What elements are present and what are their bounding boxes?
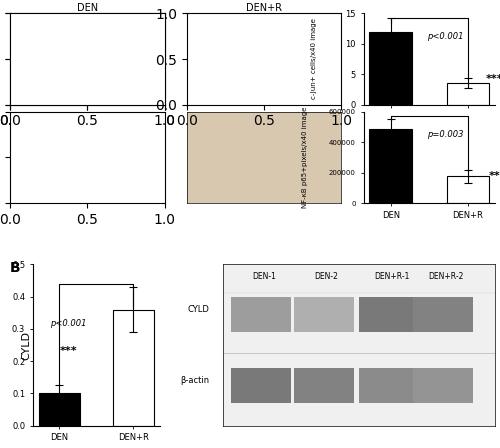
Text: CYLD: CYLD: [188, 305, 210, 314]
Text: CYLD: CYLD: [21, 331, 31, 359]
Text: **: **: [489, 171, 500, 181]
Text: p=0.003: p=0.003: [427, 130, 464, 139]
Bar: [446, 177, 489, 203]
Text: ***: ***: [60, 346, 77, 357]
Bar: [113, 310, 154, 426]
Text: β-actin: β-actin: [180, 376, 210, 385]
Text: DEN-1: DEN-1: [252, 272, 276, 281]
Text: ***: ***: [486, 74, 500, 84]
Bar: [370, 32, 412, 104]
Text: A: A: [10, 13, 21, 27]
Bar: [231, 367, 291, 403]
Bar: [359, 297, 419, 332]
Title: DEN+R: DEN+R: [246, 3, 282, 13]
Bar: [231, 297, 291, 332]
Bar: [294, 297, 354, 332]
Bar: [294, 367, 354, 403]
Text: DEN+R-1: DEN+R-1: [374, 272, 410, 281]
Text: ▬: ▬: [18, 89, 28, 99]
Text: p<0.001: p<0.001: [50, 319, 86, 327]
Bar: [414, 367, 473, 403]
Bar: [370, 129, 412, 203]
Text: DEN+R-2: DEN+R-2: [428, 272, 464, 281]
Text: p<0.001: p<0.001: [427, 32, 464, 41]
Bar: [359, 367, 419, 403]
Title: DEN: DEN: [77, 3, 98, 13]
Text: B: B: [10, 261, 20, 275]
Bar: [38, 393, 80, 426]
Bar: [414, 297, 473, 332]
Y-axis label: c-Jun+ cells/x40 image: c-Jun+ cells/x40 image: [312, 18, 318, 99]
Y-axis label: NF-κB p65+pixels/x40 image: NF-κB p65+pixels/x40 image: [302, 107, 308, 208]
Text: DEN-2: DEN-2: [314, 272, 338, 281]
Text: ▬: ▬: [194, 89, 205, 99]
Bar: [446, 83, 489, 104]
